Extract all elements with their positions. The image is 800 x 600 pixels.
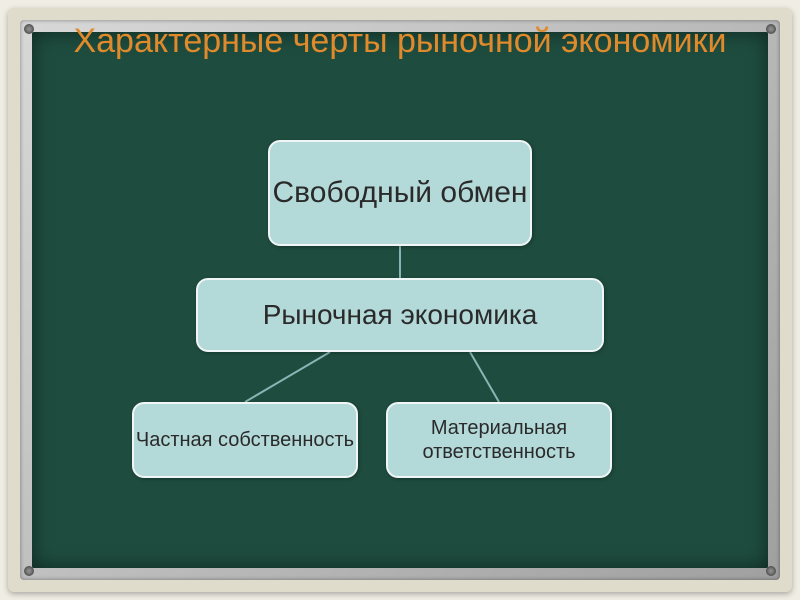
- node-bottom-right-label: Материальная ответственность: [388, 416, 610, 464]
- slide-title: Характерные черты рыночной экономики: [0, 20, 800, 63]
- node-center: Рыночная экономика: [196, 278, 604, 352]
- screw-icon: [24, 566, 34, 576]
- screw-icon: [766, 566, 776, 576]
- node-bottom-right: Материальная ответственность: [386, 402, 612, 478]
- node-center-label: Рыночная экономика: [263, 298, 538, 332]
- node-bottom-left-label: Частная собственность: [136, 428, 354, 452]
- node-bottom-left: Частная собственность: [132, 402, 358, 478]
- node-top-label: Свободный обмен: [273, 175, 528, 211]
- node-top: Свободный обмен: [268, 140, 532, 246]
